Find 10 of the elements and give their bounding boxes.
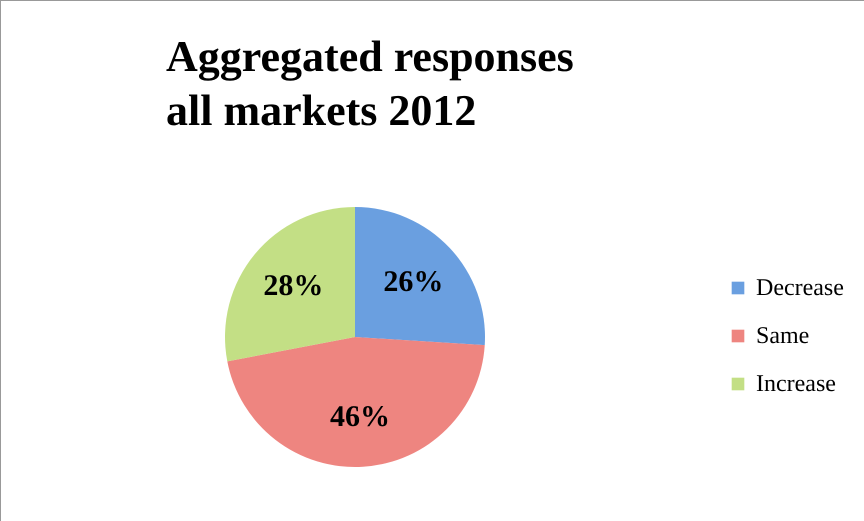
data-label: 26% bbox=[383, 265, 444, 298]
legend-label: Decrease bbox=[756, 275, 844, 301]
legend-label: Increase bbox=[756, 371, 836, 397]
pie-slice bbox=[225, 207, 355, 362]
data-label: 46% bbox=[330, 400, 390, 433]
pie-slice bbox=[355, 207, 485, 346]
chart-title: Aggregated responses all markets 2012 bbox=[166, 32, 574, 135]
legend-label: Same bbox=[756, 323, 810, 349]
pie-slice bbox=[227, 337, 485, 467]
data-label: 28% bbox=[263, 269, 324, 302]
